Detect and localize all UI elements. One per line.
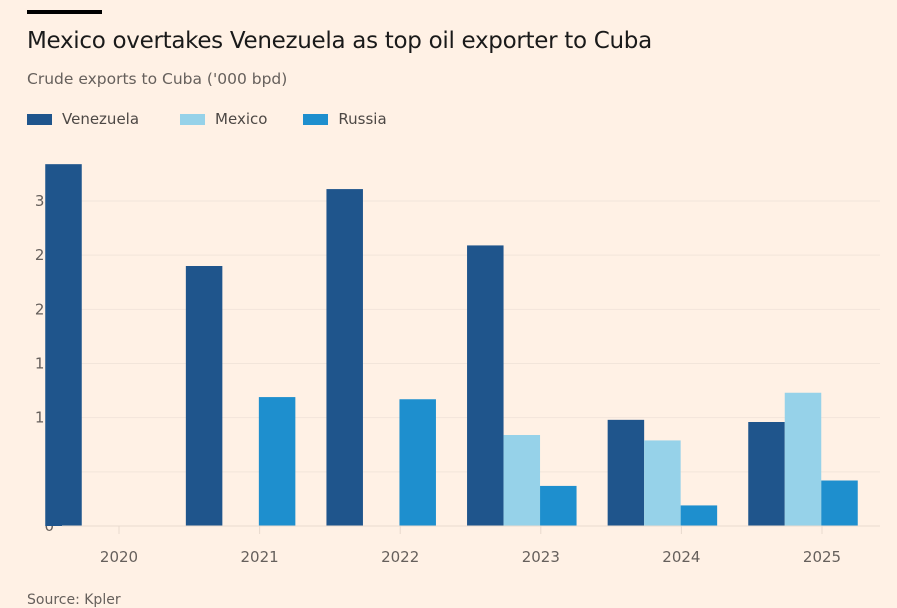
legend-item-russia: Russia — [303, 110, 387, 128]
x-axis: 2020 2021 2022 2023 2024 2025 — [62, 525, 880, 566]
legend-label-mexico: Mexico — [215, 110, 268, 128]
x-tick-label: 2025 — [803, 548, 841, 566]
brand-rule — [27, 10, 102, 14]
legend-item-venezuela: Venezuela — [27, 110, 139, 128]
chart-subtitle: Crude exports to Cuba ('000 bpd) — [27, 70, 288, 88]
legend-swatch-mexico — [180, 113, 206, 125]
bar-russia-2024 — [680, 505, 718, 526]
bar-mexico-2023 — [503, 435, 541, 526]
legend-swatch-venezuela — [27, 113, 52, 125]
x-tick-label: 2024 — [662, 548, 700, 566]
x-tick-label: 2022 — [381, 548, 419, 566]
bar-venezuela-2025 — [748, 422, 785, 526]
legend-label-venezuela: Venezuela — [62, 110, 140, 128]
bar-russia-2022 — [399, 399, 436, 526]
legend-item-mexico: Mexico — [180, 110, 267, 128]
legend: Venezuela Mexico Russia — [27, 110, 417, 128]
bar-venezuela-2024 — [607, 419, 645, 526]
chart-title: Mexico overtakes Venezuela as top oil ex… — [27, 28, 652, 54]
bar-mexico-2025 — [784, 392, 822, 526]
legend-swatch-russia — [303, 113, 329, 125]
x-tick-label: 2020 — [100, 548, 138, 566]
bar-venezuela-2022 — [326, 189, 363, 527]
bar-venezuela-2020 — [45, 164, 82, 526]
bar-mexico-2024 — [644, 440, 681, 526]
bar-russia-2021 — [258, 397, 296, 526]
bars — [45, 164, 858, 527]
bar-russia-2023 — [540, 485, 577, 526]
x-tick-label: 2023 — [522, 548, 560, 566]
bar-venezuela-2021 — [185, 266, 223, 526]
legend-label-russia: Russia — [338, 110, 387, 128]
bar-russia-2025 — [821, 480, 858, 526]
source-note: Source: Kpler — [27, 592, 121, 608]
bar-venezuela-2023 — [467, 245, 504, 526]
x-tick-label: 2021 — [241, 548, 279, 566]
